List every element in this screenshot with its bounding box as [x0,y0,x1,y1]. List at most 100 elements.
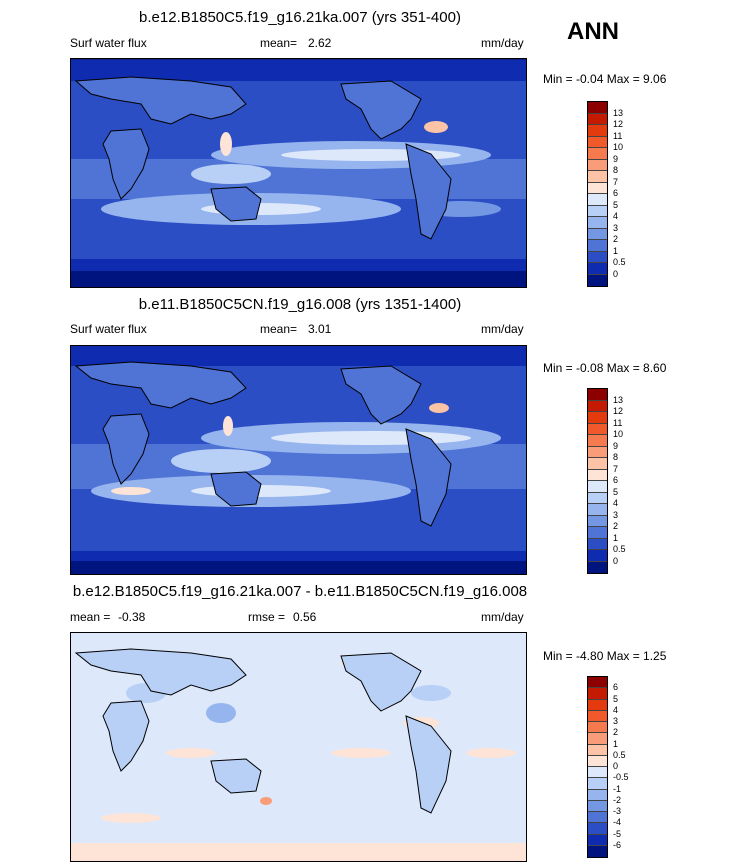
colorbar-tick-label: 2 [613,521,619,531]
colorbar-tick-label: 5 [613,486,619,497]
colorbar-swatch [588,228,607,240]
colorbar-tick-label: 4 [613,211,619,221]
colorbar-swatch [588,515,607,527]
colorbar-swatch [588,504,607,516]
colorbar-swatch [588,561,607,573]
colorbar-swatch [588,205,607,217]
panel-3-rmse-label: rmse = [248,610,286,624]
colorbar-tick-label: -2 [613,794,622,805]
panel-2-mean-value: 3.01 [308,322,332,336]
colorbar-swatch [588,800,607,812]
colorbar-swatch [588,744,607,756]
panel-3-mean-label: mean = [70,610,111,624]
colorbar-tick-label: 13 [613,394,624,405]
colorbar-tick-label: -5 [613,828,622,839]
colorbar-swatch [588,550,607,562]
colorbar-swatch [588,481,607,493]
colorbar-tick-label: 1 [613,245,619,256]
colorbar-tick-label: 0.5 [613,749,626,760]
panel-2-units: mm/day [481,322,524,336]
colorbar-tick-label: 7 [613,463,619,474]
season-label: ANN [567,18,619,45]
colorbar-tick-label: -3 [613,806,622,816]
colorbar-tick-label: 8 [613,165,619,175]
panel-3-map [70,632,527,862]
colorbar-tick-label: 1 [613,532,619,543]
panel-2-mean-label: mean= [260,322,298,336]
colorbar-tick-label: 12 [613,119,624,129]
panel-3-colorbar [587,676,608,858]
panel-3-mean-value: -0.38 [118,610,146,624]
colorbar-tick-label: -1 [613,783,622,794]
colorbar-swatch [588,217,607,229]
panel-1-title: b.e12.B1850C5.f19_g16.21ka.007 (yrs 351-… [139,9,461,26]
colorbar-swatch [588,446,607,458]
colorbar-tick-label: 9 [613,440,619,451]
colorbar-swatch [588,812,607,824]
colorbar-tick-label: 13 [613,107,624,118]
colorbar-swatch [588,538,607,550]
colorbar-swatch [588,102,607,114]
panel-1-map-svg [71,59,526,287]
colorbar-swatch [588,688,607,700]
colorbar-swatch [588,778,607,790]
colorbar-swatch [588,710,607,722]
colorbar-swatch [588,834,607,846]
colorbar-swatch [588,240,607,252]
colorbar-tick-label: 2 [613,727,619,738]
colorbar-swatch [588,263,607,275]
colorbar-swatch [588,159,607,171]
colorbar-tick-label: 3 [613,222,619,233]
colorbar-swatch [588,125,607,137]
panel-3-rmse-value: 0.56 [293,610,317,624]
colorbar-swatch [588,148,607,160]
panel-3-units: mm/day [481,610,524,624]
colorbar-tick-label: 10 [613,429,624,439]
colorbar-tick-label: 8 [613,452,619,462]
colorbar-swatch [588,469,607,481]
colorbar-tick-label: 0.5 [613,544,626,554]
colorbar-swatch [588,182,607,194]
colorbar-tick-label: 11 [613,130,623,141]
panel-1-units: mm/day [481,36,524,50]
colorbar-tick-label: 4 [613,704,619,715]
panel-2-map-svg [71,346,526,574]
colorbar-swatch [588,412,607,424]
panel-3-minmax: Min = -4.80 Max = 1.25 [543,649,667,663]
colorbar-swatch [588,194,607,206]
panel-2-title: b.e11.B1850C5CN.f19_g16.008 (yrs 1351-14… [138,296,462,313]
colorbar-swatch [588,458,607,470]
panel-2-minmax: Min = -0.08 Max = 8.60 [543,361,667,375]
colorbar-swatch [588,755,607,767]
colorbar-swatch [588,435,607,447]
colorbar-swatch [588,527,607,539]
colorbar-tick-label: 6 [613,188,619,198]
colorbar-swatch [588,423,607,435]
panel-1-map [70,58,527,288]
colorbar-swatch [588,823,607,835]
colorbar-swatch [588,274,607,286]
panel-2-map [70,345,527,575]
panel-1-colorbar [587,101,608,287]
colorbar-tick-label: -0.5 [613,772,629,783]
colorbar-tick-label: 0.5 [613,257,626,267]
colorbar-tick-label: 5 [613,693,619,704]
colorbar-swatch [588,767,607,779]
colorbar-tick-label: 10 [613,142,624,152]
panel-2-colorbar [587,388,608,574]
colorbar-swatch [588,733,607,745]
colorbar-swatch [588,113,607,125]
colorbar-swatch [588,492,607,504]
colorbar-tick-label: 12 [613,406,624,416]
panel-2-variable-label: Surf water flux [70,322,147,336]
colorbar-tick-label: 3 [613,509,619,520]
colorbar-tick-label: -6 [613,839,622,850]
colorbar-tick-label: 6 [613,682,619,693]
colorbar-tick-label: 11 [613,417,623,428]
colorbar-swatch [588,845,607,857]
colorbar-tick-label: 9 [613,153,619,164]
colorbar-swatch [588,722,607,734]
colorbar-swatch [588,699,607,711]
colorbar-tick-label: 0 [613,268,619,279]
colorbar-swatch [588,136,607,148]
